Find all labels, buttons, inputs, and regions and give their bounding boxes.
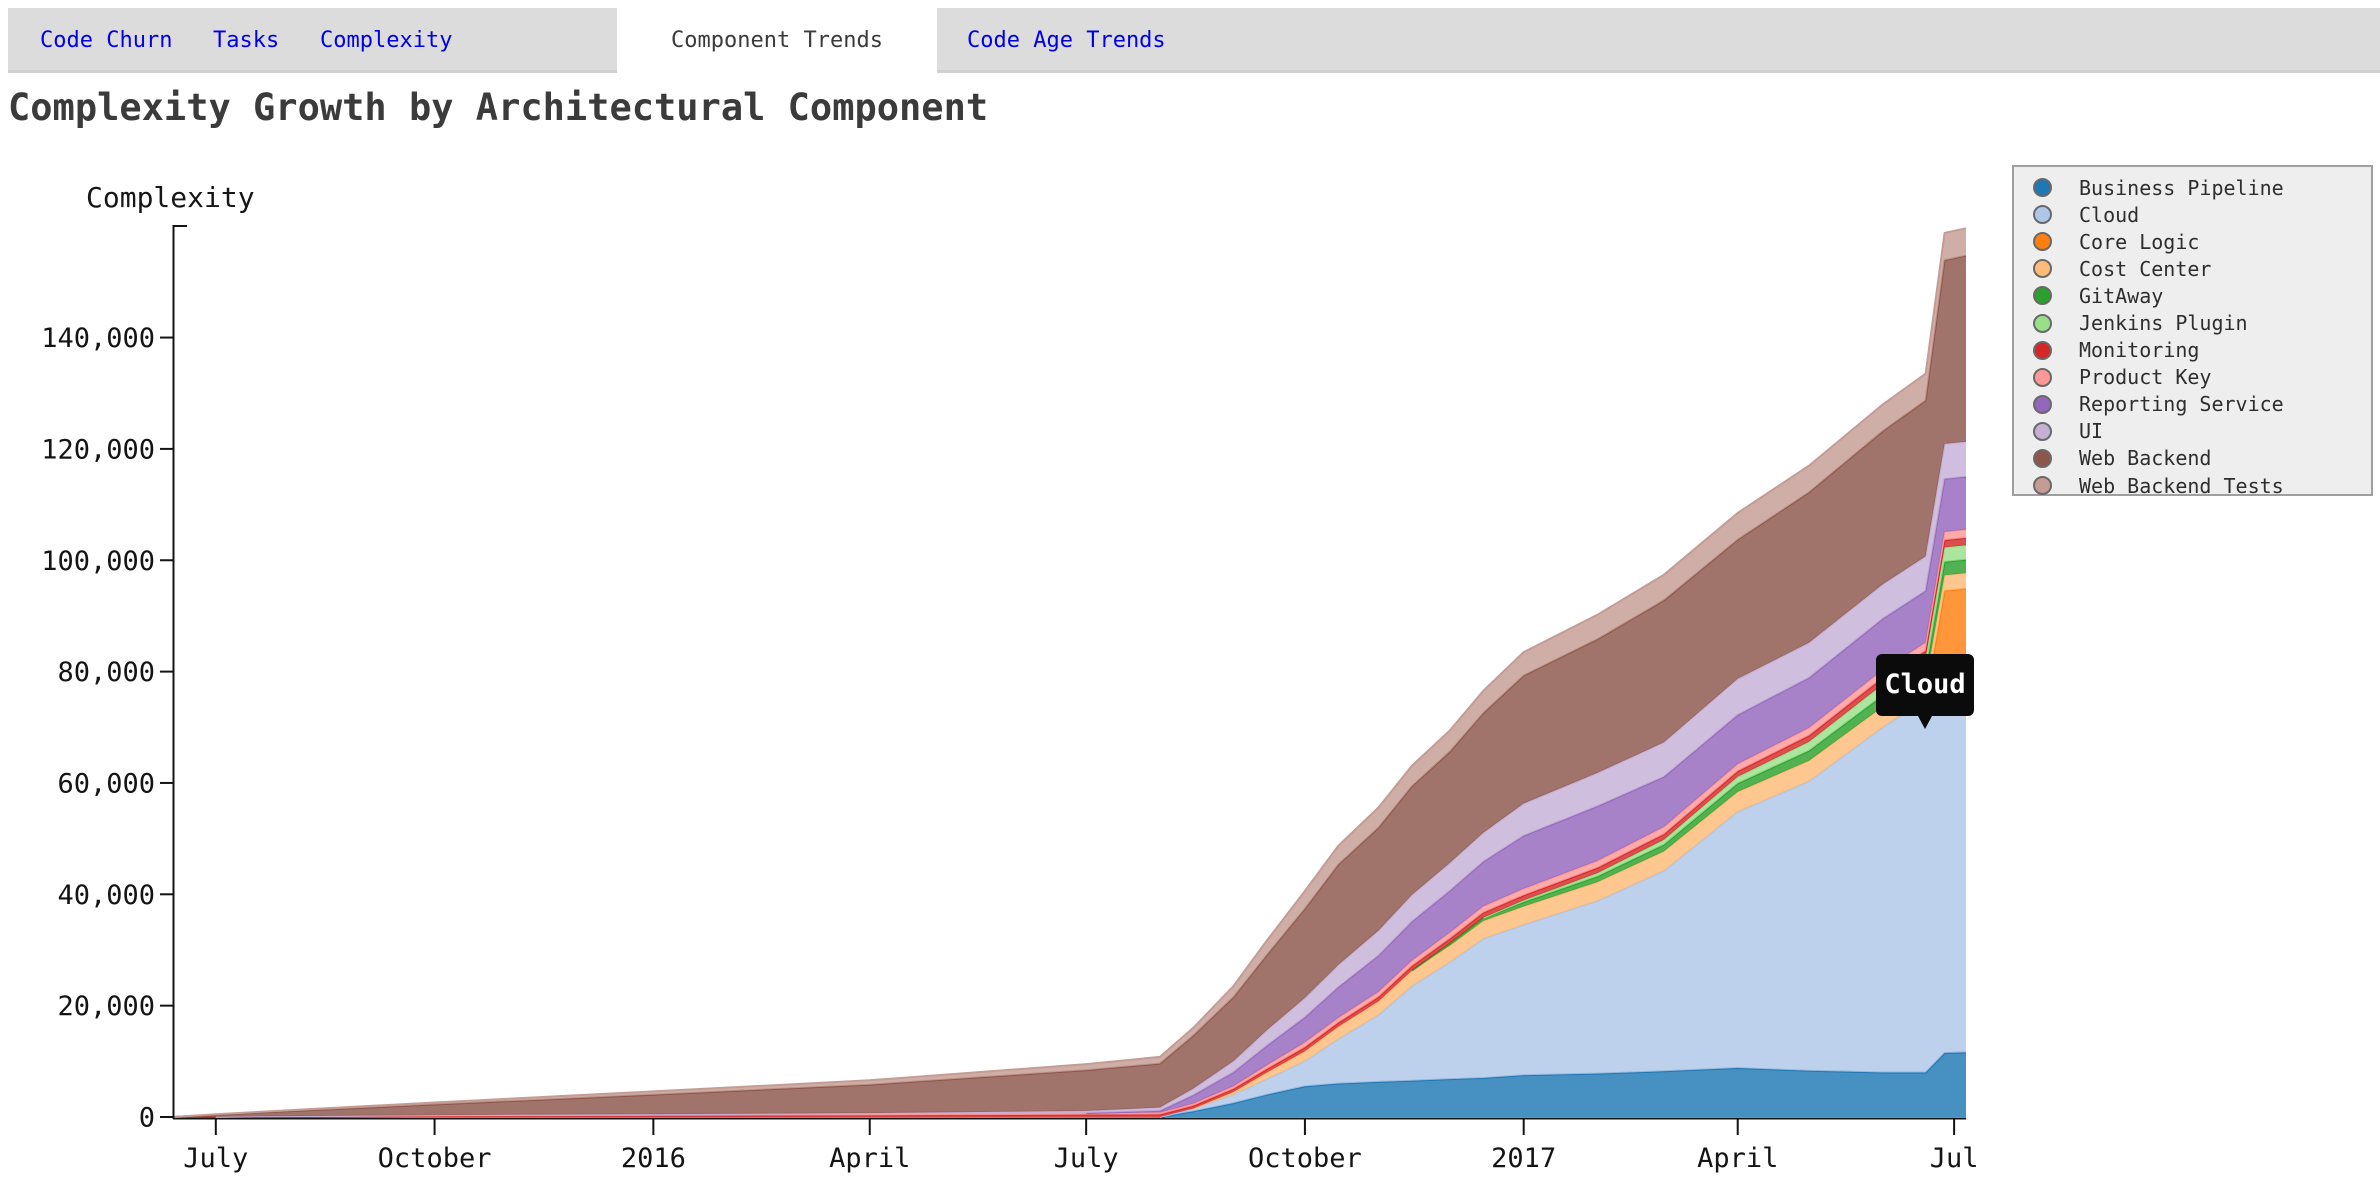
y-tick-label: 80,000 (57, 657, 155, 688)
y-tick-label: 20,000 (57, 991, 155, 1022)
legend-swatch-icon (2033, 259, 2052, 279)
legend-swatch-icon (2033, 313, 2052, 333)
y-tick-label: 0 (139, 1103, 155, 1134)
y-tick-label: 40,000 (57, 880, 155, 911)
area-edge-web-backend-tests (172, 227, 1967, 1118)
x-tick-label: July (183, 1143, 248, 1174)
legend-item-reporting-service: Reporting Service (2014, 391, 2371, 418)
y-tick-label: 120,000 (41, 434, 155, 465)
legend-item-cloud: Cloud (2014, 201, 2371, 228)
tab-component-trends[interactable]: Component Trends (617, 8, 937, 73)
legend-label: Core Logic (2079, 229, 2200, 254)
legend-item-core-logic: Core Logic (2014, 228, 2371, 255)
legend-item-gitaway: GitAway (2014, 282, 2371, 309)
axes-labels: 0 20,000 40,000 60,000 80,000 100,000 120,000 1… (41, 225, 1979, 1174)
page-title: Complexity Growth by Architectural Compo… (8, 86, 989, 129)
area-web-backend[interactable] (173, 255, 1966, 1117)
x-tick-label: July (1054, 1143, 1119, 1174)
legend-label: Reporting Service (2079, 392, 2284, 417)
legend-item-product-key: Product Key (2014, 364, 2371, 391)
legend-label: GitAway (2079, 283, 2164, 308)
y-tick-label: 100,000 (41, 546, 155, 577)
y-tick-label: 60,000 (57, 768, 155, 799)
x-tick-label: October (1248, 1143, 1362, 1174)
legend: Business Pipeline Cloud Core Logic Cost Cen… (2012, 165, 2373, 499)
legend-label: Cost Center (2079, 256, 2212, 281)
y-axis-title: Complexity (86, 181, 255, 214)
tab-tasks[interactable]: Tasks (213, 28, 280, 53)
legend-swatch-icon (2033, 421, 2052, 441)
x-tick-label: 2017 (1491, 1143, 1556, 1174)
legend-swatch-icon (2033, 476, 2052, 496)
chart-areas (172, 227, 1967, 1118)
x-tick-label: October (378, 1143, 492, 1174)
legend-swatch-icon (2033, 286, 2052, 306)
area-cloud[interactable] (173, 699, 1966, 1117)
legend-label: UI (2079, 419, 2104, 444)
legend-label: Web Backend Tests (2079, 473, 2284, 498)
legend-item-cost-center: Cost Center (2014, 255, 2371, 282)
legend-label: Cloud (2079, 202, 2140, 227)
legend-item-web-backend-tests: Web Backend Tests (2014, 472, 2371, 499)
legend-item-business-pipeline: Business Pipeline (2014, 174, 2371, 201)
tab-bar: Code Churn Tasks Complexity Component Tr… (8, 8, 2380, 73)
legend-swatch-icon (2033, 178, 2052, 198)
tab-code-churn[interactable]: Code Churn (40, 28, 173, 53)
legend-item-web-backend: Web Backend (2014, 445, 2371, 472)
x-tick-label: April (1697, 1143, 1778, 1174)
area-ui[interactable] (173, 441, 1966, 1117)
legend-swatch-icon (2033, 448, 2052, 468)
legend-label: Business Pipeline (2079, 175, 2284, 200)
tooltip-label: Cloud (1884, 669, 1966, 700)
area-edge-product-key (215, 528, 1967, 1118)
area-business-pipeline[interactable] (173, 1052, 1966, 1117)
y-tick-label: 140,000 (41, 323, 155, 354)
legend-swatch-icon (2033, 340, 2052, 360)
tooltip: Cloud (1876, 654, 1974, 729)
legend-item-ui: UI (2014, 418, 2371, 445)
legend-label: Jenkins Plugin (2079, 311, 2248, 336)
legend-swatch-icon (2033, 367, 2052, 387)
legend-label: Web Backend (2079, 446, 2212, 471)
legend-item-jenkins-plugin: Jenkins Plugin (2014, 309, 2371, 336)
tooltip-arrow (1918, 716, 1932, 729)
x-tick-label: April (829, 1143, 910, 1174)
legend-label: Product Key (2079, 365, 2212, 390)
tab-complexity[interactable]: Complexity (320, 28, 453, 53)
legend-swatch-icon (2033, 205, 2052, 225)
x-tick-label: 2016 (621, 1143, 686, 1174)
legend-label: Monitoring (2079, 338, 2200, 363)
legend-item-monitoring: Monitoring (2014, 337, 2371, 364)
legend-swatch-icon (2033, 394, 2052, 414)
x-tick-label: Jul (1930, 1143, 1979, 1174)
tab-code-age-trends[interactable]: Code Age Trends (967, 28, 1166, 53)
legend-swatch-icon (2033, 232, 2052, 252)
